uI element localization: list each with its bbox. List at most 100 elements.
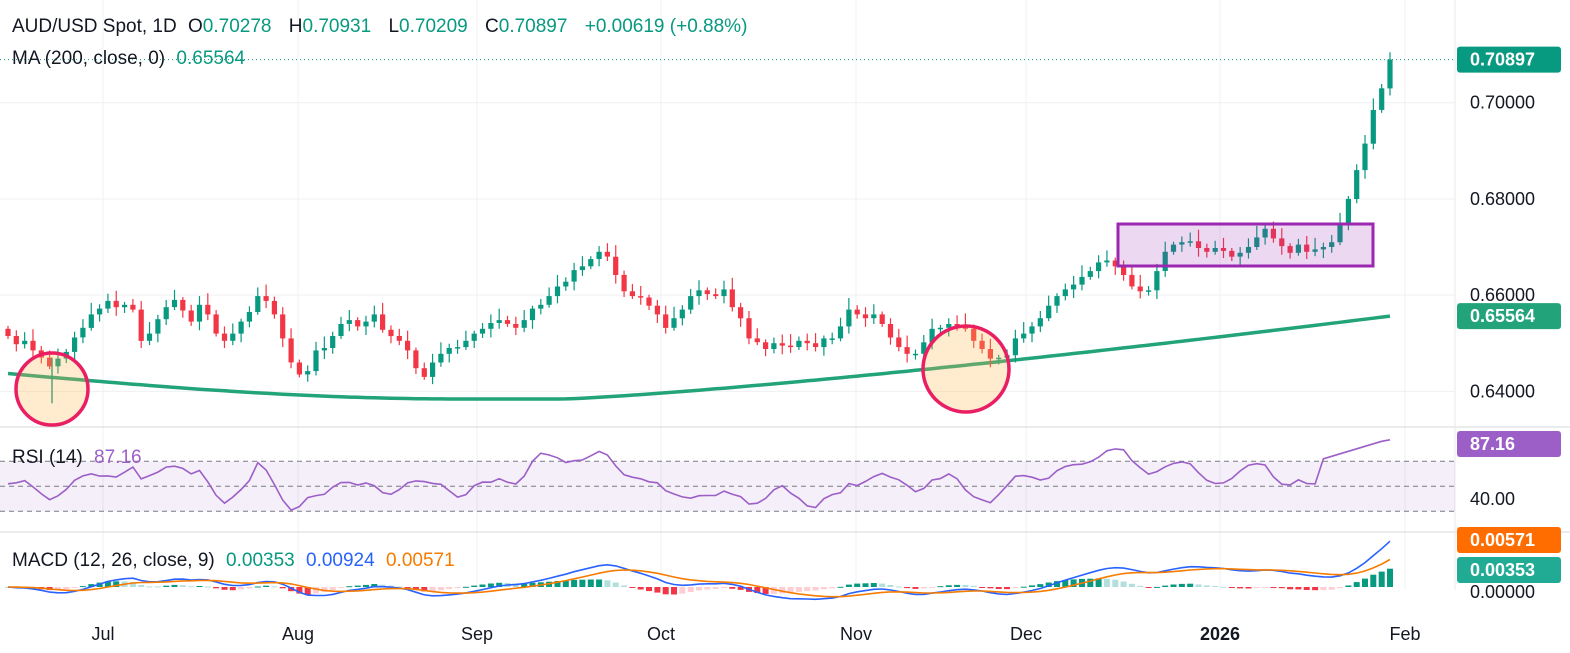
candle-body-30 xyxy=(255,296,261,312)
macd-hist-bar-136 xyxy=(1137,585,1144,587)
macd-hist-bar-132 xyxy=(1103,578,1110,587)
macd-hist-bar-119 xyxy=(995,587,1002,589)
macd-hist-bar-17 xyxy=(146,586,153,588)
tag-rsi-bg xyxy=(1457,431,1561,457)
candle-body-135 xyxy=(1129,274,1135,287)
candle-body-9 xyxy=(80,327,86,338)
price-tick-2: 0.66000 xyxy=(1470,285,1535,305)
candle-body-82 xyxy=(688,296,694,310)
candle-body-151 xyxy=(1262,228,1268,238)
price-tick-1: 0.68000 xyxy=(1470,189,1535,209)
candle-body-60 xyxy=(504,320,511,324)
candle-body-157 xyxy=(1312,249,1318,252)
candle-body-72 xyxy=(604,251,610,257)
rsi-tick: 40.00 xyxy=(1470,489,1515,509)
macd-hist-bar-126 xyxy=(1054,581,1060,587)
macd-hist-bar-140 xyxy=(1170,584,1177,587)
candle-body-15 xyxy=(130,304,136,310)
month-label-5: Dec xyxy=(1010,624,1042,644)
candle-body-149 xyxy=(1245,247,1252,253)
tag-last-price-text: 0.70897 xyxy=(1470,50,1535,70)
candle-body-5 xyxy=(47,357,53,367)
macd-hist-bar-103 xyxy=(862,583,869,587)
candle-body-1 xyxy=(13,336,19,345)
candle-body-118 xyxy=(987,349,993,359)
change-value: +0.00619 (+0.88%) xyxy=(584,16,748,37)
macd-hist-bar-96 xyxy=(804,587,811,592)
macd-hist-bar-87 xyxy=(729,587,736,589)
ma-value: 0.65564 xyxy=(176,48,246,69)
macd-hist-bar-147 xyxy=(1228,587,1235,588)
candle-body-62 xyxy=(521,320,527,328)
macd-hist-bar-141 xyxy=(1178,583,1185,587)
candle-body-54 xyxy=(455,347,461,349)
candle-body-66 xyxy=(554,286,561,297)
candle-body-101 xyxy=(846,309,852,327)
macd-hist-bar-115 xyxy=(962,584,969,587)
macd-hist-bar-27 xyxy=(229,587,236,591)
candle-body-110 xyxy=(921,342,927,354)
candle-body-39 xyxy=(330,336,336,348)
candle-body-104 xyxy=(871,314,877,319)
macd-pane xyxy=(5,540,1393,601)
macd-hist-bar-123 xyxy=(1029,585,1035,587)
candle-body-103 xyxy=(862,314,869,319)
macd-hist-bar-149 xyxy=(1245,587,1252,589)
candle-body-87 xyxy=(729,289,735,308)
macd-hist-bar-49 xyxy=(412,587,419,590)
candle-body-37 xyxy=(313,350,319,372)
candle-body-32 xyxy=(271,300,277,315)
macd-hist-bar-162 xyxy=(1353,582,1360,587)
candle-body-164 xyxy=(1370,110,1376,144)
macd-hist-bar-99 xyxy=(829,587,836,589)
close-value: 0.70897 xyxy=(498,16,568,37)
macd-hist-bar-26 xyxy=(221,587,228,590)
macd-hist-bar-90 xyxy=(754,587,761,594)
macd-hist-bar-156 xyxy=(1303,587,1310,590)
candle-body-16 xyxy=(138,309,144,341)
macd-hist-bar-73 xyxy=(612,582,619,587)
macd-hist-bar-77 xyxy=(646,587,652,592)
candle-body-56 xyxy=(471,333,477,341)
candle-body-141 xyxy=(1179,242,1185,245)
candle-body-117 xyxy=(979,340,985,349)
candle-body-102 xyxy=(854,309,860,315)
macd-hist-bar-158 xyxy=(1320,587,1327,591)
open-group: O0.70278 xyxy=(188,16,277,37)
macd-hist-bar-78 xyxy=(654,587,661,593)
candle-body-68 xyxy=(571,270,577,282)
candle-body-124 xyxy=(1037,318,1043,327)
candle-body-89 xyxy=(746,318,752,339)
tag-rsi-text: 87.16 xyxy=(1470,434,1515,454)
tag-last-price: 0.70897 xyxy=(1457,46,1561,73)
candle-body-107 xyxy=(896,337,902,348)
candle-body-49 xyxy=(413,350,419,369)
candle-body-33 xyxy=(280,314,286,339)
candle-body-138 xyxy=(1154,271,1160,291)
tag-macd-signal-text: 0.00571 xyxy=(1470,530,1535,550)
ma200-line xyxy=(7,314,1391,401)
tag-last-price-bg xyxy=(1457,46,1561,73)
macd-hist-bar-50 xyxy=(421,587,428,592)
candle-body-55 xyxy=(463,340,469,348)
macd-hist-bar-127 xyxy=(1062,580,1069,587)
macd-hist-bar-68 xyxy=(571,579,578,587)
tag-ma-text: 0.65564 xyxy=(1470,306,1535,326)
candle-body-144 xyxy=(1204,248,1210,252)
macd-hist-bar-20 xyxy=(171,584,178,587)
candle-body-34 xyxy=(288,338,294,363)
macd-hist-bar-24 xyxy=(204,586,211,588)
candle-body-31 xyxy=(263,296,269,301)
candle-body-81 xyxy=(679,309,685,319)
macd-hist-bar-66 xyxy=(554,581,561,587)
candle-body-3 xyxy=(30,340,36,351)
macd-legend: MACD (12, 26, close, 9) 0.00353 0.00924 … xyxy=(12,550,461,572)
candle-body-122 xyxy=(1021,333,1027,339)
macd-hist-bar-72 xyxy=(604,580,611,587)
macd-hist-bar-154 xyxy=(1287,587,1294,590)
macd-hist-bar-159 xyxy=(1328,587,1335,590)
candle-body-129 xyxy=(1079,276,1085,285)
macd-hist-bar-42 xyxy=(354,585,361,587)
candle-body-26 xyxy=(221,333,228,341)
